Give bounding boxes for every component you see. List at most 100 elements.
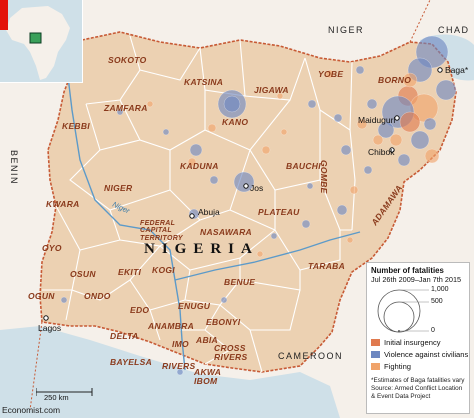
label-akwa-ibom: AKWA IBOM — [194, 367, 221, 386]
legend-label-fighting: Fighting — [384, 362, 412, 371]
fatality-circle — [176, 368, 184, 376]
label-osun: OSUN — [70, 269, 96, 279]
label-imo: IMO — [172, 339, 189, 349]
rivers — [65, 59, 361, 371]
fatality-circle — [424, 148, 440, 164]
label-cross-rivers: CROSS RIVERS — [214, 343, 248, 362]
fatality-circle — [207, 123, 217, 133]
label-bauchi: BAUCHI — [286, 161, 321, 171]
city-dot-maiduguri — [394, 115, 400, 121]
label-anambra: ANAMBRA — [148, 321, 195, 331]
label-benue: BENUE — [224, 277, 256, 287]
city-dot-baga — [437, 67, 443, 73]
fatality-circle — [60, 296, 68, 304]
label-kwara: KWARA — [46, 199, 80, 209]
fatality-circle — [301, 219, 311, 229]
label-plateau: PLATEAU — [258, 207, 300, 217]
fatality-circle — [223, 95, 241, 113]
fatality-circle — [333, 113, 343, 123]
label-yobe: YOBE — [318, 69, 344, 79]
label-enugu: ENUGU — [178, 301, 211, 311]
city-dot-abuja — [189, 213, 195, 219]
scale-bar: 250 km — [35, 384, 96, 402]
fatality-circle — [162, 128, 170, 136]
label-baga: Baga* — [445, 65, 469, 75]
fatality-circle — [435, 79, 457, 101]
fatality-circle — [270, 232, 278, 240]
fatality-circle — [189, 143, 203, 157]
fatality-circle — [397, 153, 411, 167]
fatality-circles — [60, 35, 457, 376]
legend-size-1000: 1,000 — [431, 286, 449, 293]
legend-note-source-2: & Event Data Project — [371, 393, 431, 400]
legend-circle-500 — [383, 301, 415, 333]
label-kebbi: KEBBI — [62, 121, 90, 131]
fatality-circle — [306, 182, 314, 190]
gulf-of-guinea — [0, 326, 340, 418]
fatality-circle — [410, 130, 430, 150]
label-maiduguri: Maiduguri — [358, 115, 396, 125]
fatality-circle — [423, 117, 437, 131]
label-kaduna: KADUNA — [180, 161, 219, 171]
city-dot-lagos — [43, 315, 49, 321]
legend-note-baga: *Estimates of Baga fatalities vary — [371, 377, 465, 384]
fatality-circle — [256, 250, 264, 258]
fatality-circle — [349, 185, 359, 195]
nigeria-land — [39, 31, 457, 373]
label-nasawara: NASAWARA — [200, 227, 252, 237]
legend-subtitle: Jul 26th 2009–Jan 7th 2015 — [371, 275, 462, 284]
legend-swatch-fighting — [371, 363, 380, 370]
legend-size-circles — [377, 289, 429, 333]
label-nigeria: NIGERIA — [144, 241, 259, 257]
label-fct: FEDERAL CAPITAL TERRITORY — [140, 220, 183, 242]
fatality-circle — [340, 144, 352, 156]
label-niger-state: NIGER — [104, 183, 133, 193]
label-ogun: OGUN — [28, 291, 55, 301]
legend-note-source: Source: Armed Conflict Location — [371, 385, 463, 392]
label-chibok: Chibok — [368, 147, 395, 157]
economist-red-tab — [0, 0, 8, 30]
fatality-circle — [233, 171, 255, 193]
label-taraba: TARABA — [308, 261, 346, 271]
fatality-circle — [402, 72, 418, 88]
scale-label: 250 km — [44, 393, 69, 402]
city-dots — [43, 67, 443, 321]
label-zamfara: ZAMFARA — [104, 103, 148, 113]
fatality-circle — [389, 133, 403, 147]
fatality-circle — [146, 100, 154, 108]
fatality-circle — [261, 145, 271, 155]
fatality-circle — [363, 165, 373, 175]
label-rivers: RIVERS — [162, 361, 196, 371]
city-dot-chibok — [389, 147, 395, 153]
state-borders — [42, 35, 356, 373]
label-katsina: KATSINA — [184, 77, 224, 87]
fatality-circle — [276, 92, 284, 100]
legend-label-initial-insurgency: Initial insurgency — [384, 338, 441, 347]
label-edo: EDO — [130, 305, 150, 315]
label-abia: ABIA — [196, 335, 218, 345]
fatality-circle — [325, 69, 335, 79]
legend-circle-1000 — [377, 289, 421, 333]
label-jos: Jos — [250, 183, 264, 193]
label-niger-country: NIGER — [328, 25, 365, 35]
fatality-circle — [346, 236, 354, 244]
label-ondo: ONDO — [84, 291, 111, 301]
label-borno: BORNO — [378, 75, 412, 85]
fatality-circle — [280, 128, 288, 136]
legend: Number of fatalities Jul 26th 2009–Jan 7… — [366, 262, 470, 414]
label-cameroon: CAMEROON — [278, 351, 344, 361]
legend-title: Number of fatalities — [371, 266, 444, 275]
fatality-circle — [372, 134, 384, 146]
legend-size-0: 0 — [431, 327, 435, 334]
label-lagos: Lagos — [38, 323, 62, 333]
fatality-circle — [307, 99, 317, 109]
fatality-circle — [187, 157, 197, 167]
label-chad: CHAD — [438, 25, 470, 35]
label-sokoto: SOKOTO — [108, 55, 147, 65]
label-gombe: GOMBE — [319, 160, 329, 194]
label-abuja: Abuja — [198, 207, 220, 217]
fatality-circle — [366, 98, 378, 110]
fatality-circle — [220, 296, 228, 304]
label-kano: KANO — [222, 117, 249, 127]
